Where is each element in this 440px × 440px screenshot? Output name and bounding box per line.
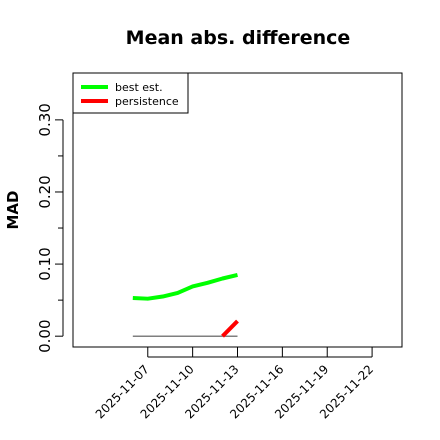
x-axis: 2025-11-072025-11-102025-11-132025-11-16… (93, 347, 376, 421)
y-axis-label: MAD (4, 191, 22, 230)
plot-area-frame (72, 72, 403, 348)
y-axis: 0.00 0.10 0.20 0.30 (36, 103, 64, 353)
series-layer (132, 272, 239, 338)
legend-label: best est. (115, 81, 163, 94)
legend-label: persistence (115, 95, 179, 108)
legend-box (72, 72, 189, 114)
y-tick-label: 0.10 (36, 247, 54, 280)
series-line-best-est (132, 272, 238, 301)
chart-title: Mean abs. difference (126, 27, 351, 49)
legend: best est.persistence (72, 72, 189, 114)
y-tick-label: 0.20 (36, 175, 54, 208)
y-tick-label: 0.30 (36, 103, 54, 136)
series-line-persistence (221, 319, 239, 338)
y-tick-label: 0.00 (36, 319, 54, 352)
